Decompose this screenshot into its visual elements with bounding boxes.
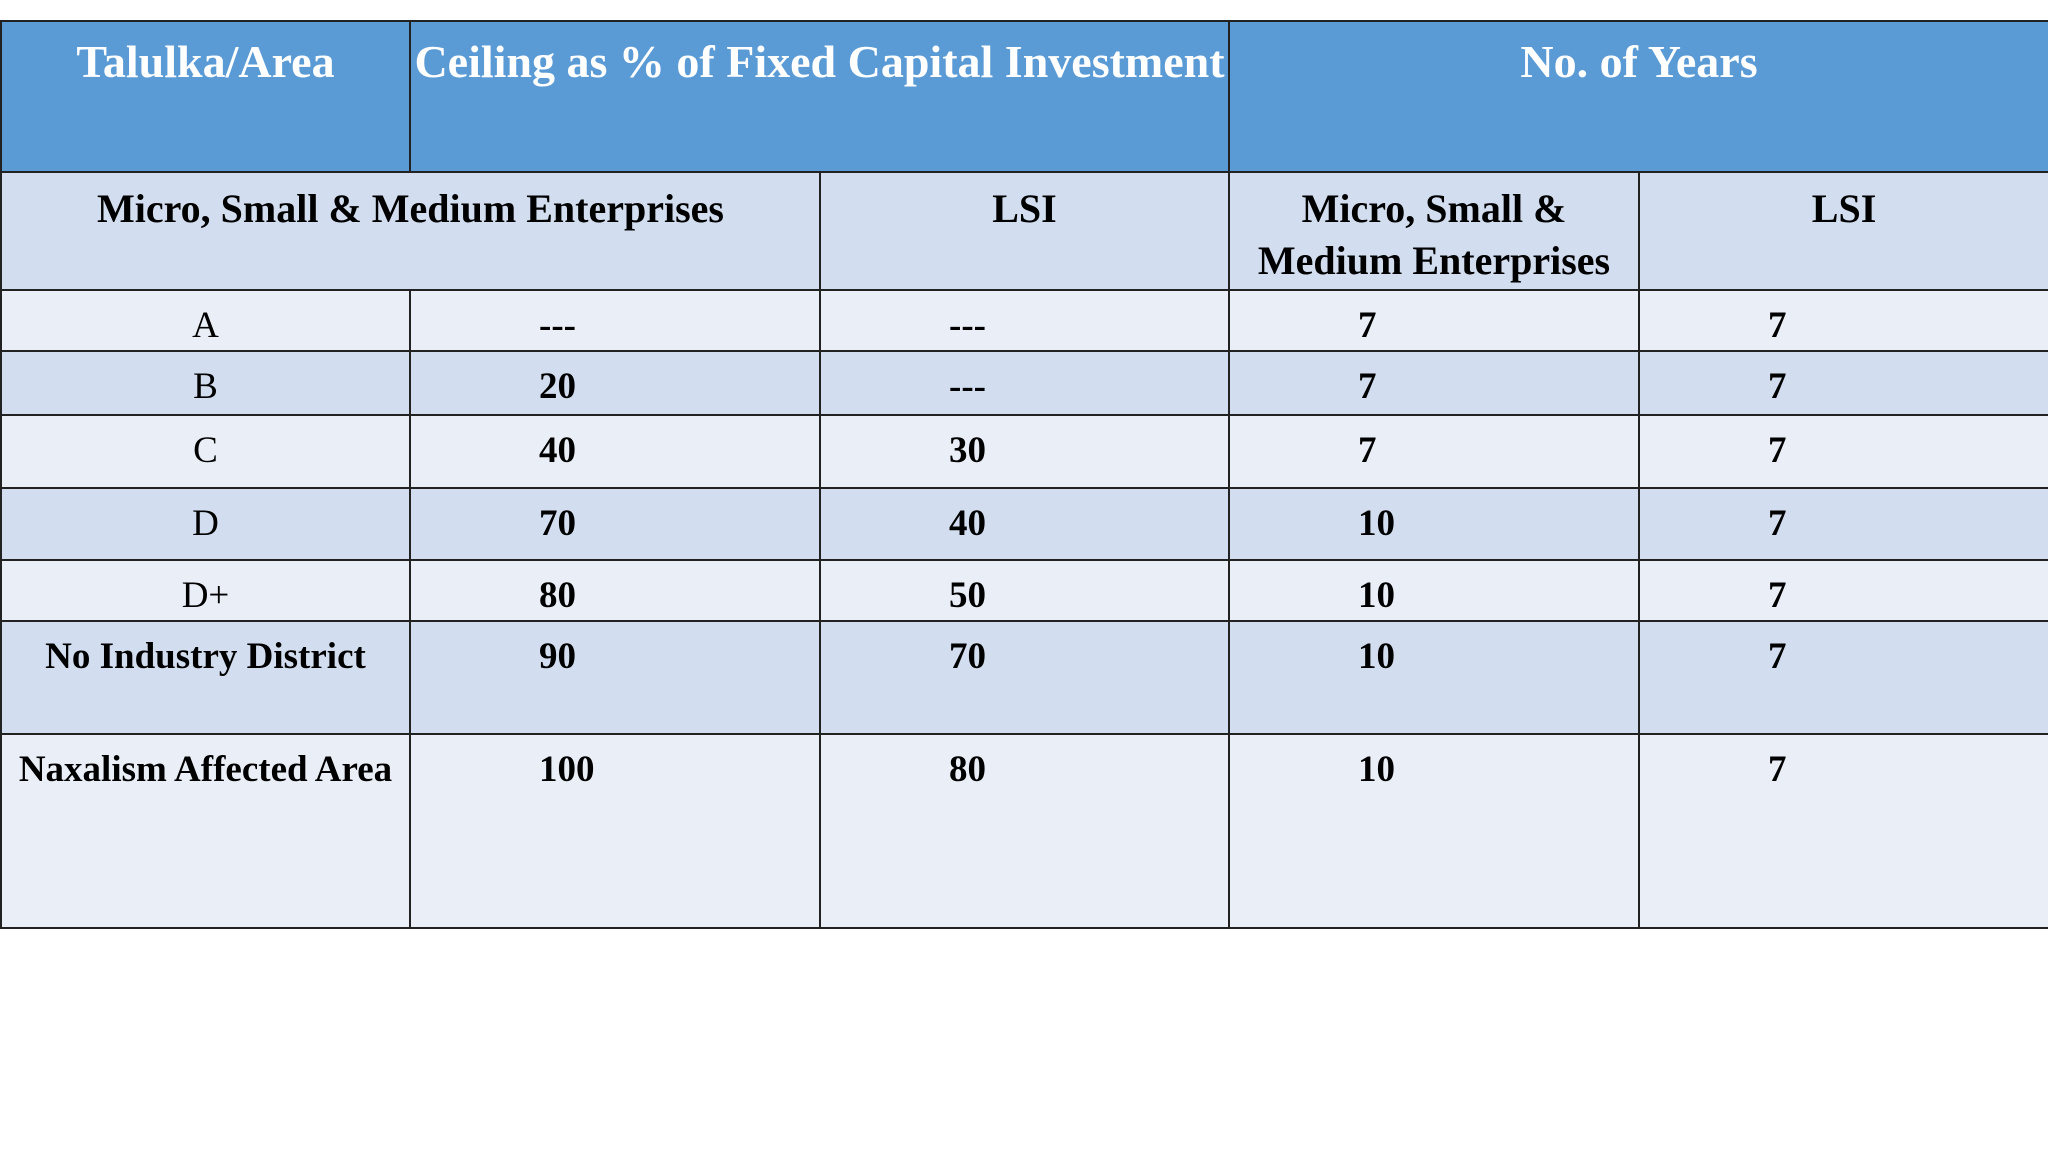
value-cell: 7 [1638,289,2048,352]
value-cell: 70 [818,620,1231,735]
area-cell: B [0,350,411,416]
value-cell: 7 [1638,733,2048,929]
value-cell: 7 [1638,350,2048,416]
value-cell: --- [818,350,1231,416]
value-cell: 7 [1228,289,1641,352]
value-cell: 10 [1228,733,1641,929]
area-cell: No Industry District [0,620,411,735]
data-row: D 70 40 10 7 [0,487,2048,561]
value-cell: --- [409,289,821,352]
value-cell: 10 [1228,559,1641,622]
area-cell: A [0,289,411,352]
subheader-row: Micro, Small & Medium Enterprises LSI Mi… [0,171,2048,291]
data-row: D+ 80 50 10 7 [0,559,2048,622]
subheader-cell: Micro, Small & Medium Enterprises [1228,171,1641,291]
value-cell: 40 [818,487,1231,561]
value-cell: 10 [1228,620,1641,735]
subheader-cell: LSI [1638,171,2048,291]
header-row: Talulka/Area Ceiling as % of Fixed Capit… [0,20,2048,173]
data-row: No Industry District 90 70 10 7 [0,620,2048,735]
value-cell: 70 [409,487,821,561]
area-cell: D+ [0,559,411,622]
data-row: B 20 --- 7 7 [0,350,2048,416]
header-cell: No. of Years [1228,20,2048,173]
table-body: Talulka/Area Ceiling as % of Fixed Capit… [0,20,2048,929]
value-cell: 7 [1638,487,2048,561]
area-cell: C [0,414,411,489]
value-cell: 50 [818,559,1231,622]
value-cell: 10 [1228,487,1641,561]
value-cell: 100 [409,733,821,929]
value-cell: 7 [1228,414,1641,489]
value-cell: 80 [818,733,1231,929]
incentive-table: Talulka/Area Ceiling as % of Fixed Capit… [0,20,2048,929]
value-cell: 7 [1638,620,2048,735]
area-cell: Naxalism Affected Area [0,733,411,929]
value-cell: 90 [409,620,821,735]
value-cell: 7 [1638,414,2048,489]
value-cell: 30 [818,414,1231,489]
data-row: A --- --- 7 7 [0,289,2048,352]
data-row: C 40 30 7 7 [0,414,2048,489]
value-cell: 7 [1228,350,1641,416]
subheader-cell: Micro, Small & Medium Enterprises [0,171,821,291]
header-cell: Talulka/Area [0,20,411,173]
value-cell: 80 [409,559,821,622]
value-cell: 20 [409,350,821,416]
value-cell: --- [818,289,1231,352]
area-cell: D [0,487,411,561]
header-cell: Ceiling as % of Fixed Capital Investment [408,20,1231,173]
subheader-cell: LSI [818,171,1231,291]
value-cell: 7 [1638,559,2048,622]
data-row: Naxalism Affected Area 100 80 10 7 [0,733,2048,929]
value-cell: 40 [409,414,821,489]
